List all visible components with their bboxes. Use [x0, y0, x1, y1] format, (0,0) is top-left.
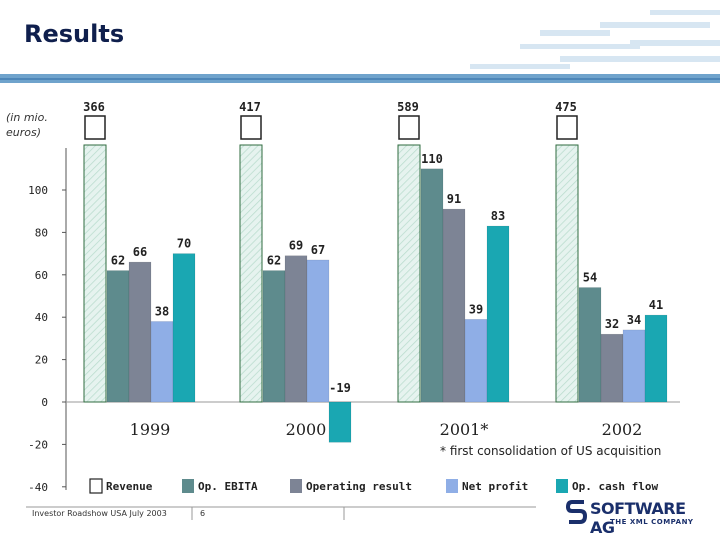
bar-op-cash-flow: [644, 314, 668, 403]
legend-label: Revenue: [106, 480, 153, 493]
bar-op-ebita: [106, 270, 130, 403]
data-label-net-profit: 34: [627, 313, 641, 327]
revenue-value-label: 475: [555, 100, 577, 114]
data-label-operating-result: 69: [289, 239, 303, 253]
legend-label: Op. EBITA: [198, 480, 258, 493]
legend-swatch-op-ebita: [182, 479, 194, 493]
bar-net-profit: [150, 321, 174, 403]
footer-text: Investor Roadshow USA July 2003: [32, 509, 167, 518]
logo-mark-icon: [566, 500, 588, 524]
revenue-break-box: [84, 115, 106, 140]
revenue-bar: [83, 144, 107, 403]
revenue-bar: [239, 144, 263, 403]
category-label: 2002: [602, 420, 643, 439]
category-label: 2001*: [440, 420, 489, 439]
bar-net-profit: [306, 259, 330, 403]
bar-op-cash-flow: [486, 225, 510, 403]
footnote: * first consolidation of US acquisition: [440, 444, 662, 458]
y-tick-label: 60: [35, 269, 48, 282]
revenue-value-label: 589: [397, 100, 419, 114]
y-tick-label: 100: [28, 184, 48, 197]
bar-op-ebita: [262, 270, 286, 403]
data-label-operating-result: 66: [133, 245, 147, 259]
bar-op-ebita: [420, 168, 444, 403]
data-label-net-profit: 39: [469, 302, 483, 316]
bar-op-ebita: [578, 287, 602, 403]
footer-rule: [26, 506, 536, 520]
revenue-break-box: [398, 115, 420, 140]
page-number: 6: [200, 509, 206, 518]
data-label-op-ebita: 54: [583, 271, 597, 285]
data-label-operating-result: 91: [447, 192, 461, 206]
software-ag-logo: SOFTWARE AG THE XML COMPANY: [566, 496, 706, 537]
category-label: 2000: [286, 420, 327, 439]
data-label-net-profit: 38: [155, 304, 169, 318]
bar-operating-result: [600, 333, 624, 403]
y-tick-label: 80: [35, 226, 48, 239]
revenue-break-box: [556, 115, 578, 140]
y-tick-label: 40: [35, 311, 48, 324]
bar-operating-result: [442, 208, 466, 403]
data-label-op-cash-flow: 83: [491, 209, 505, 223]
header-band: [0, 10, 720, 83]
revenue-bar: [397, 144, 421, 403]
legend-swatch-operating-result: [290, 479, 302, 493]
revenue-bar: [555, 144, 579, 403]
page-title: Results: [24, 20, 125, 48]
legend-swatch-revenue: [89, 478, 103, 494]
data-label-op-cash-flow: 41: [649, 298, 663, 312]
revenue-value-label: 366: [83, 100, 105, 114]
bar-net-profit: [464, 319, 488, 403]
legend-label: Op. cash flow: [572, 480, 658, 493]
revenue-break-box: [240, 115, 262, 140]
legend-label: Operating result: [306, 480, 412, 493]
logo-tagline: THE XML COMPANY: [610, 518, 694, 526]
data-label-op-ebita: 62: [111, 254, 125, 268]
logo-name: SOFTWARE AG: [590, 499, 686, 537]
data-label-op-ebita: 110: [421, 152, 443, 166]
bar-op-cash-flow: [172, 253, 196, 403]
legend-swatch-op-cash-flow: [556, 479, 568, 493]
data-label-op-cash-flow: 70: [177, 237, 191, 251]
bar-net-profit: [622, 329, 646, 403]
y-tick-label: -40: [28, 481, 48, 494]
category-label: 1999: [130, 420, 171, 439]
bar-operating-result: [128, 261, 152, 403]
data-label-operating-result: 32: [605, 317, 619, 331]
legend-swatch-net-profit: [446, 479, 458, 493]
data-label-op-ebita: 62: [267, 254, 281, 268]
data-label-net-profit: 67: [311, 243, 325, 257]
bar-operating-result: [284, 255, 308, 403]
y-tick-label: 0: [41, 396, 48, 409]
legend-label: Net profit: [462, 480, 528, 493]
y-tick-label: -20: [28, 438, 48, 451]
y-tick-label: 20: [35, 354, 48, 367]
revenue-value-label: 417: [239, 100, 261, 114]
data-label-op-cash-flow: -19: [329, 381, 351, 395]
bar-op-cash-flow: [328, 401, 352, 443]
units-label: (in mio. euros): [6, 111, 48, 139]
